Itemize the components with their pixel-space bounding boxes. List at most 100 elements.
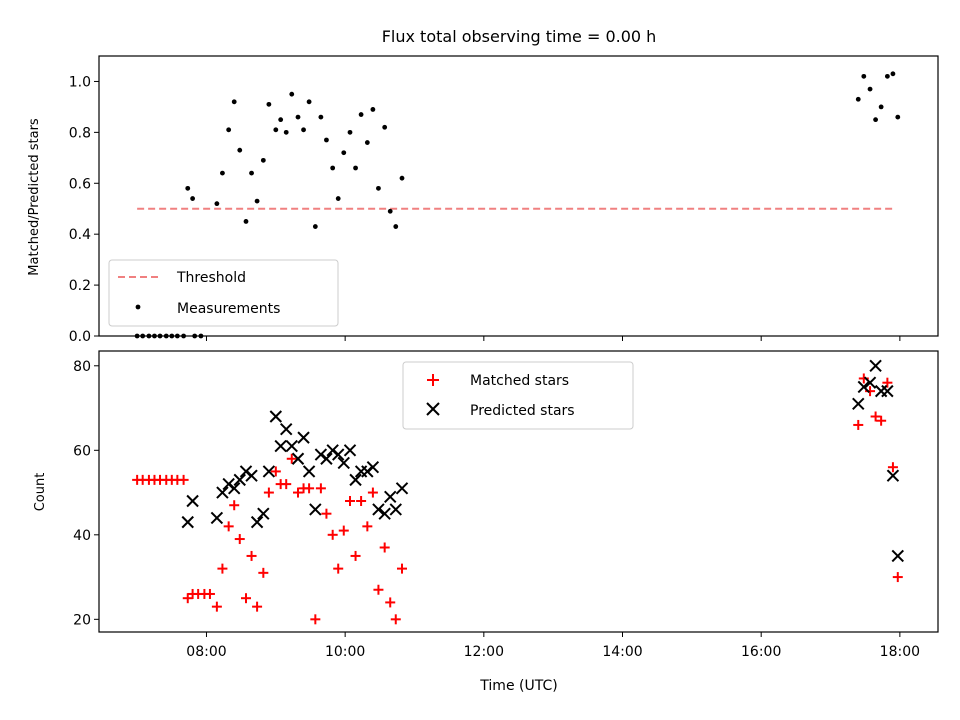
x-tick-label: 10:00	[325, 644, 365, 660]
predicted-star-marker	[349, 473, 362, 487]
measurement-point	[873, 117, 878, 123]
count-plot-area	[132, 359, 904, 625]
measurement-point	[353, 165, 358, 171]
measurement-point	[878, 104, 884, 110]
marker-stroke	[320, 452, 333, 465]
measurement-point	[190, 196, 196, 201]
ratio-panel: Flux total observing time = 0.00 h Match…	[27, 27, 939, 345]
marker-stroke	[349, 473, 362, 487]
measurement-point	[861, 73, 867, 79]
predicted-star-marker	[291, 452, 305, 465]
measurement-point	[231, 99, 237, 105]
measurement-point	[855, 96, 861, 102]
legend-measurements-label: Measurements	[177, 301, 280, 317]
ratio-legend: Threshold Measurements	[108, 259, 339, 327]
predicted-star-marker	[228, 482, 241, 495]
matched-star-marker	[281, 479, 292, 490]
predicted-star-marker	[366, 460, 380, 474]
marker-stroke	[216, 486, 229, 499]
marker-stroke	[852, 397, 865, 411]
predicted-star-marker	[869, 359, 882, 372]
marker-stroke	[869, 359, 882, 372]
marker-stroke	[337, 456, 350, 470]
marker-stroke	[280, 422, 293, 436]
predicted-star-marker	[881, 384, 894, 398]
measurement-point	[382, 124, 388, 130]
matched-star-marker	[252, 601, 263, 612]
measurement-point	[890, 71, 896, 77]
axes-frame	[98, 350, 939, 633]
matched-star-marker	[870, 411, 881, 422]
x-tick-label: 14:00	[602, 644, 642, 660]
y-tick-label: 0.6	[69, 176, 91, 192]
matched-star-marker	[345, 496, 356, 507]
marker-stroke	[233, 473, 246, 487]
marker-stroke	[257, 507, 270, 520]
legend-threshold-label: Threshold	[176, 270, 246, 286]
measurement-point	[318, 114, 324, 120]
marker-stroke	[332, 448, 345, 461]
marker-stroke	[228, 482, 241, 495]
measurement-point	[214, 201, 220, 207]
predicted-star-marker	[395, 482, 409, 495]
predicted-star-marker	[852, 397, 865, 411]
x-tick-label: 18:00	[880, 644, 920, 660]
predicted-star-marker	[332, 448, 345, 461]
measurement-point	[324, 137, 329, 143]
predicted-star-marker	[297, 431, 310, 444]
matched-star-marker	[379, 542, 390, 553]
y-axis-label: Count	[33, 473, 48, 512]
matched-star-marker	[390, 614, 401, 625]
predicted-star-marker	[257, 507, 270, 520]
predicted-star-marker	[886, 469, 900, 482]
marker-stroke	[395, 482, 409, 495]
x-tick-label: 08:00	[186, 644, 226, 660]
y-tick-label: 0.2	[69, 278, 91, 294]
legend-matched-label: Matched stars	[470, 373, 569, 389]
y-tick-label: 60	[73, 443, 91, 459]
matched-star-marker	[263, 487, 274, 498]
measurement-point	[347, 129, 353, 135]
matched-star-marker	[350, 550, 361, 561]
matched-star-marker	[385, 597, 396, 608]
marker-stroke	[891, 549, 904, 563]
measurement-point	[237, 147, 243, 153]
matched-star-marker	[178, 474, 189, 485]
legend-frame	[402, 361, 634, 430]
predicted-star-marker	[262, 465, 276, 478]
measurement-point	[266, 101, 272, 107]
predicted-star-marker	[280, 422, 293, 436]
predicted-star-marker	[389, 503, 402, 516]
marker-stroke	[886, 469, 900, 482]
marker-stroke	[309, 503, 322, 516]
ratio-plot-area	[134, 71, 901, 339]
marker-stroke	[372, 503, 385, 516]
measurement-point	[289, 91, 295, 97]
matched-star-marker	[367, 487, 378, 498]
y-axis-label: Matched/Predicted stars	[27, 118, 42, 276]
matched-star-marker	[258, 567, 269, 578]
matched-star-marker	[397, 563, 408, 574]
measurement-point	[254, 198, 260, 204]
measurement-point	[358, 112, 364, 117]
matched-star-marker	[373, 584, 384, 595]
matched-star-marker	[887, 462, 898, 473]
predicted-star-marker	[372, 503, 385, 516]
matched-star-marker	[333, 563, 344, 574]
marker-stroke	[863, 376, 877, 389]
marker-stroke	[378, 507, 391, 520]
y-tick-label: 0.0	[69, 329, 91, 345]
measurement-point	[278, 117, 284, 123]
marker-stroke	[389, 503, 402, 516]
predicted-star-marker	[378, 507, 391, 520]
measurement-point	[273, 127, 279, 133]
measurement-point	[243, 219, 249, 224]
matched-star-marker	[362, 521, 373, 532]
count-axes: 20 40 60 80 08:00 10:00 12:00 14:00 16:00 18:00	[73, 350, 939, 660]
matched-star-marker	[310, 614, 321, 625]
matched-star-marker	[293, 487, 304, 498]
measurement-point	[295, 114, 301, 120]
predicted-star-marker	[863, 376, 877, 389]
